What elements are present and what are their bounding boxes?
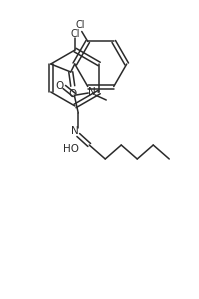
Text: Cl: Cl — [75, 21, 85, 30]
Text: HO: HO — [63, 144, 79, 154]
Text: O: O — [69, 89, 77, 99]
Text: N: N — [71, 126, 79, 136]
Text: O: O — [55, 81, 63, 91]
Text: N: N — [88, 87, 96, 97]
Text: Cl: Cl — [70, 29, 80, 39]
